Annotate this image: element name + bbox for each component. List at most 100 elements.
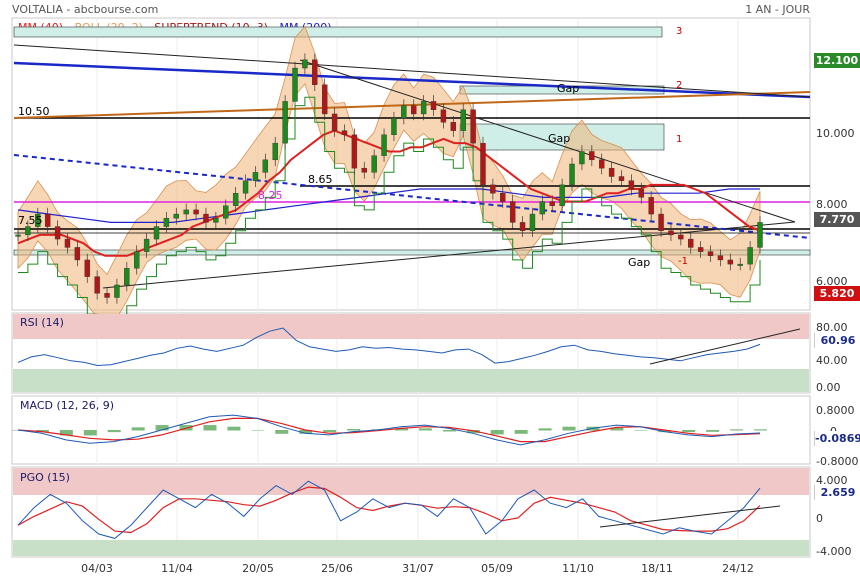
macd-histogram-bar-16 [394, 428, 408, 431]
gap-number-2: 2 [676, 80, 683, 91]
price-panel [11, 17, 811, 311]
candle-body-51 [519, 222, 526, 231]
candle-body-19 [203, 213, 209, 223]
candle-body-28 [292, 67, 298, 102]
gap-label-mid: Gap [548, 132, 571, 145]
candle-body-38 [391, 117, 397, 136]
chart-title: VOLTALIA - abcbourse.com [12, 3, 159, 16]
candle-body-57 [579, 151, 585, 165]
macd-histogram-bar-25 [610, 427, 624, 431]
candle-body-45 [460, 109, 466, 131]
macd-histogram-bar-3 [83, 430, 97, 436]
candle-body-32 [331, 113, 338, 131]
macd-histogram-bar-23 [562, 426, 576, 431]
x-label-3: 25/06 [321, 562, 353, 575]
price-tick-10: 10.000 [816, 127, 855, 140]
gap-number-minus1: -1 [678, 256, 688, 267]
candle-body-10 [114, 284, 120, 298]
candle-body-63 [638, 188, 644, 198]
candle-body-9 [104, 293, 110, 298]
candle-body-2 [35, 213, 41, 227]
candle-body-75 [757, 222, 763, 248]
gap-zone-3 [13, 26, 663, 38]
pgo-trendline [599, 505, 781, 528]
period-label: 1 AN - JOUR [745, 3, 810, 16]
candle-body-69 [697, 247, 704, 252]
candle-body-48 [490, 184, 496, 194]
candle-body-26 [272, 142, 278, 161]
candle-body-70 [707, 251, 714, 256]
candle-body-50 [509, 201, 516, 223]
candle-body-44 [450, 122, 457, 131]
pgo-lower-zone [13, 540, 809, 556]
macd-line [17, 414, 761, 446]
macd-histogram-bar-14 [347, 429, 361, 431]
candle-body-34 [351, 134, 358, 169]
candle-body-18 [193, 209, 199, 215]
candle-body-60 [608, 167, 615, 177]
rsi-oversold-zone [13, 369, 809, 392]
candle-body-49 [500, 192, 506, 202]
x-label-2: 20/05 [242, 562, 274, 575]
pgo-tick-zero: 0 [816, 512, 823, 525]
candle-body-16 [173, 213, 179, 219]
price-tick-8: 8.000 [816, 198, 848, 211]
candle-body-61 [618, 176, 625, 181]
candle-body-43 [440, 109, 447, 123]
x-label-8: 24/12 [722, 562, 754, 575]
tag-macd-value: -0.0869 [814, 431, 860, 446]
candle-body-55 [559, 184, 565, 206]
trendline-support [102, 221, 796, 289]
candle-body-31 [321, 84, 328, 115]
tag-last-price: 7.770 [814, 212, 860, 227]
tag-top-value: 12.100 [814, 53, 860, 68]
macd-histogram-bar-10 [251, 430, 265, 431]
gap-zone-low [13, 249, 811, 256]
candle-body-6 [74, 247, 81, 261]
tag-low-value: 5.820 [814, 286, 860, 301]
x-label-4: 31/07 [402, 562, 434, 575]
macd-histogram-bar-11 [275, 430, 289, 434]
candle-body-71 [717, 255, 724, 261]
x-label-1: 11/04 [161, 562, 193, 575]
macd-histogram-bar-12 [299, 430, 313, 434]
candle-body-41 [420, 101, 427, 115]
macd-histogram-bar-2 [59, 430, 73, 436]
candle-body-3 [44, 213, 51, 227]
level-825-label: 8.25 [258, 189, 283, 202]
candle-body-17 [183, 209, 189, 215]
trendline-blue-dashed [13, 154, 811, 239]
macd-histogram-bar-19 [466, 430, 480, 434]
rsi-tick-40: 40.00 [816, 354, 848, 367]
candle-body-8 [94, 276, 100, 294]
candle-body-39 [401, 105, 407, 119]
macd-histogram-bar-20 [490, 430, 504, 435]
candle-body-56 [569, 163, 575, 186]
candle-body-54 [549, 201, 555, 206]
candle-body-40 [411, 105, 417, 115]
candle-body-23 [242, 180, 249, 194]
macd-histogram-bar-5 [131, 427, 145, 431]
macd-histogram-bar-27 [658, 430, 672, 433]
x-label-5: 05/09 [481, 562, 513, 575]
macd-histogram-bar-18 [442, 430, 456, 432]
pgo-tick-top: 4.000 [816, 474, 848, 487]
tag-rsi-value: 60.96 [814, 333, 860, 348]
candle-body-46 [470, 109, 476, 144]
supertrend-line [18, 96, 761, 336]
macd-tick-top: 0.8000 [816, 404, 855, 417]
pgo-panel [11, 466, 811, 558]
macd-histogram-bar-21 [514, 430, 528, 434]
macd-histogram-bar-17 [418, 428, 432, 431]
candle-body-15 [163, 218, 170, 227]
candle-body-27 [282, 101, 288, 144]
candle-body-73 [737, 263, 743, 266]
candle-body-1 [25, 226, 31, 236]
rsi-overbought-zone [13, 314, 809, 339]
macd-histogram-bar-13 [323, 430, 337, 433]
mm200-line [17, 188, 760, 223]
gap-zone-1 [459, 123, 665, 151]
candle-body-47 [480, 142, 486, 186]
candle-body-37 [381, 134, 387, 156]
rsi-panel [11, 312, 811, 394]
